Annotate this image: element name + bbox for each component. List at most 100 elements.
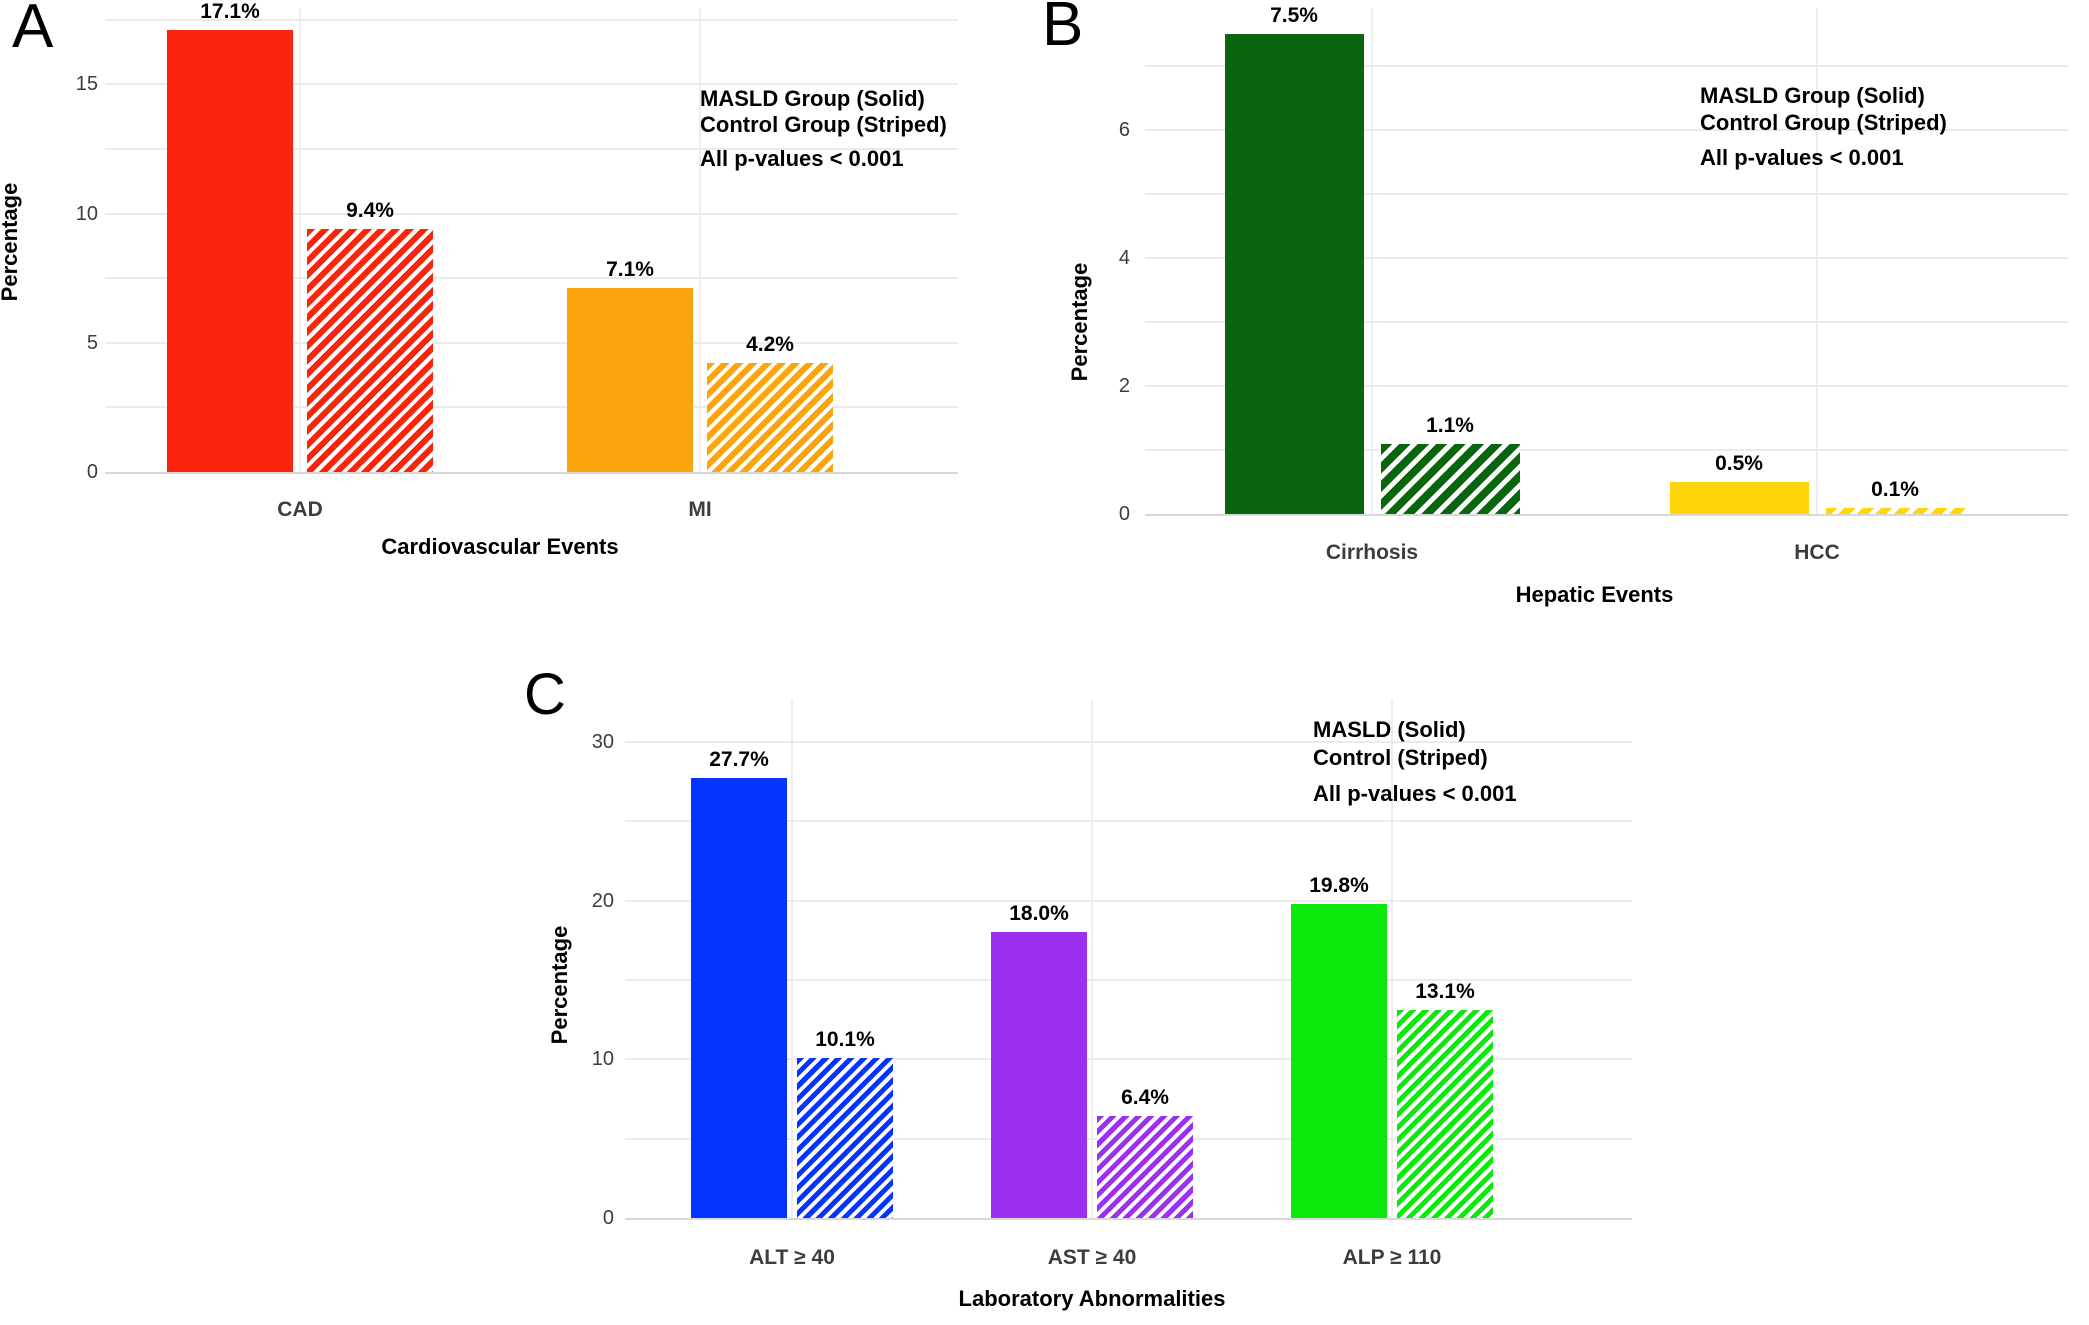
bar-c-ast-40-masld-solid bbox=[991, 932, 1087, 1218]
bar-c-alp-110-masld-solid bbox=[1291, 903, 1387, 1218]
bar-a-cad-control-group-striped bbox=[307, 229, 433, 472]
y-tick-label: 0 bbox=[86, 461, 98, 483]
h-gridline bbox=[1145, 321, 2068, 323]
h-gridline bbox=[625, 1058, 1632, 1061]
axis-baseline bbox=[105, 472, 958, 474]
h-gridline bbox=[1145, 65, 2068, 67]
legend-line: Control Group (Striped) bbox=[1700, 110, 1947, 135]
y-tick-label: 0 bbox=[602, 1207, 614, 1229]
y-tick-label: 2 bbox=[1118, 375, 1130, 397]
y-tick-label: 4 bbox=[1118, 247, 1130, 269]
p-value-note: All p-values < 0.001 bbox=[1700, 145, 1904, 170]
h-gridline bbox=[105, 406, 958, 409]
y-axis-title: Percentage bbox=[1067, 262, 1092, 382]
h-gridline bbox=[105, 18, 958, 21]
bar-a-mi-control-group-striped bbox=[707, 363, 833, 472]
bar-c-ast-40-control-striped bbox=[1097, 1116, 1193, 1218]
bar-value-label: 19.8% bbox=[1309, 873, 1369, 897]
panel-letter-C: C bbox=[524, 662, 566, 727]
h-gridline bbox=[625, 820, 1632, 823]
panel-letter-B: B bbox=[1042, 0, 1084, 59]
p-value-note: All p-values < 0.001 bbox=[700, 146, 904, 171]
p-value-note: All p-values < 0.001 bbox=[1313, 781, 1517, 806]
axis-baseline bbox=[625, 1218, 1632, 1220]
legend-line: Control Group (Striped) bbox=[700, 112, 947, 137]
v-gridline bbox=[299, 8, 301, 472]
axis-baseline bbox=[1145, 514, 2068, 516]
v-gridline bbox=[1816, 8, 1818, 514]
h-gridline bbox=[105, 277, 958, 280]
x-category-label: CAD bbox=[277, 498, 323, 521]
bar-value-label: 9.4% bbox=[346, 199, 394, 222]
legend: MASLD Group (Solid) Control Group (Stripe… bbox=[1700, 82, 1947, 171]
bar-b-hcc-masld-group-solid bbox=[1669, 482, 1809, 514]
bar-b-cirrhosis-control-group-striped bbox=[1380, 443, 1520, 514]
legend: MASLD (Solid) Control (Striped) All p-valu… bbox=[1313, 716, 1517, 808]
bar-value-label: 18.0% bbox=[1009, 902, 1069, 926]
bar-b-cirrhosis-masld-group-solid bbox=[1224, 34, 1364, 514]
legend-line: MASLD Group (Solid) bbox=[700, 86, 925, 111]
y-axis-title: Percentage bbox=[547, 925, 572, 1045]
bar-c-alt-40-control-striped bbox=[797, 1057, 893, 1218]
x-category-label: AST ≥ 40 bbox=[1047, 1246, 1137, 1269]
h-gridline bbox=[625, 978, 1632, 981]
x-category-label: MI bbox=[688, 498, 712, 521]
bar-value-label: 0.1% bbox=[1871, 477, 1919, 501]
bar-value-label: 27.7% bbox=[709, 748, 769, 772]
y-tick-label: 20 bbox=[591, 889, 614, 912]
bar-c-alt-40-masld-solid bbox=[691, 778, 787, 1218]
bar-c-alp-110-control-striped bbox=[1397, 1010, 1493, 1218]
y-tick-label: 15 bbox=[75, 73, 98, 96]
x-category-label: ALP ≥ 110 bbox=[1342, 1246, 1442, 1269]
h-gridline bbox=[1145, 257, 2068, 259]
legend-line: MASLD Group (Solid) bbox=[1700, 83, 1925, 108]
h-gridline bbox=[105, 341, 958, 344]
bar-value-label: 7.5% bbox=[1270, 4, 1318, 27]
bar-value-label: 6.4% bbox=[1121, 1086, 1169, 1110]
v-gridline bbox=[1091, 700, 1093, 1218]
x-axis-title: Hepatic Events bbox=[1515, 582, 1674, 607]
bar-a-mi-masld-group-solid bbox=[567, 288, 693, 472]
legend-line: Control (Striped) bbox=[1313, 745, 1488, 770]
h-gridline bbox=[625, 899, 1632, 902]
bar-a-cad-masld-group-solid bbox=[167, 29, 293, 472]
y-tick-label: 5 bbox=[86, 331, 98, 354]
bar-b-hcc-control-group-striped bbox=[1825, 507, 1965, 514]
v-gridline bbox=[791, 700, 793, 1218]
x-category-label: ALT ≥ 40 bbox=[749, 1246, 835, 1269]
bar-value-label: 17.1% bbox=[200, 0, 260, 23]
x-axis-title: Laboratory Abnormalities bbox=[958, 1286, 1226, 1311]
h-gridline bbox=[1145, 129, 2068, 131]
v-gridline bbox=[699, 8, 701, 472]
x-category-label: HCC bbox=[1794, 541, 1840, 564]
bar-value-label: 4.2% bbox=[746, 333, 794, 357]
h-gridline bbox=[625, 740, 1632, 743]
legend: MASLD Group (Solid) Control Group (Stripe… bbox=[700, 86, 947, 172]
h-gridline bbox=[105, 83, 958, 86]
x-category-label: Cirrhosis bbox=[1325, 541, 1419, 564]
panel-letter-A: A bbox=[12, 0, 54, 61]
h-gridline bbox=[1145, 385, 2068, 387]
y-axis-title: Percentage bbox=[0, 182, 22, 302]
h-gridline bbox=[1145, 193, 2068, 195]
legend-line: MASLD (Solid) bbox=[1313, 717, 1466, 742]
bar-value-label: 0.5% bbox=[1715, 452, 1763, 475]
h-gridline bbox=[1145, 449, 2068, 451]
bar-value-label: 13.1% bbox=[1415, 980, 1475, 1004]
x-axis-title: Cardiovascular Events bbox=[381, 534, 619, 559]
h-gridline bbox=[105, 147, 958, 150]
h-gridline bbox=[105, 212, 958, 215]
y-tick-label: 10 bbox=[75, 202, 98, 225]
y-tick-label: 30 bbox=[591, 730, 614, 753]
bar-value-label: 10.1% bbox=[815, 1027, 875, 1051]
v-gridline bbox=[1371, 8, 1373, 514]
v-gridline bbox=[1391, 700, 1393, 1218]
bar-value-label: 7.1% bbox=[606, 258, 654, 282]
y-tick-label: 0 bbox=[1118, 503, 1130, 525]
bar-value-label: 1.1% bbox=[1426, 413, 1474, 437]
y-tick-label: 10 bbox=[591, 1048, 614, 1071]
